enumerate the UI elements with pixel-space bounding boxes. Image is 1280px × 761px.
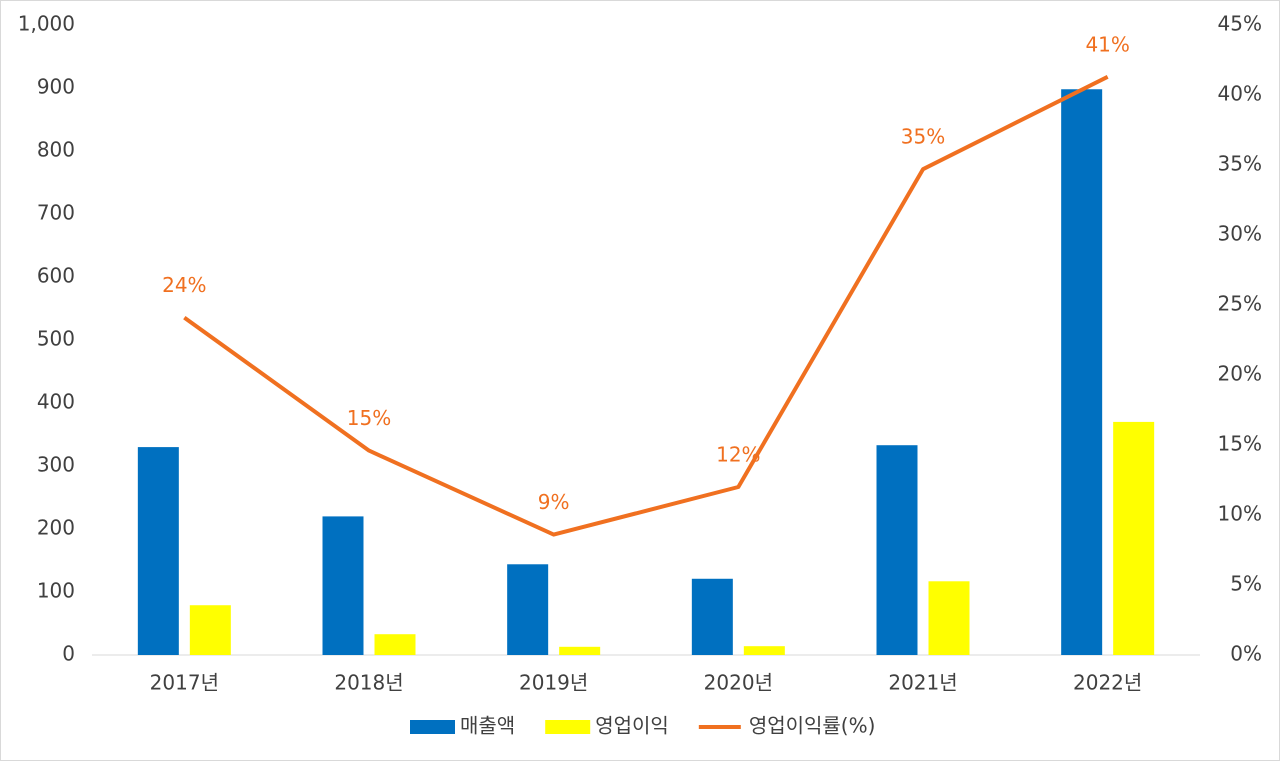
bar — [507, 564, 549, 655]
y-tick-label: 800 — [37, 138, 75, 162]
data-label: 35% — [901, 125, 945, 149]
y2-tick-label: 10% — [1218, 502, 1262, 526]
y-tick-label: 300 — [37, 453, 75, 477]
legend-swatch — [545, 720, 591, 734]
y-tick-label: 0 — [62, 642, 75, 666]
x-tick-label: 2021년 — [888, 671, 957, 695]
bar — [691, 578, 733, 655]
legend-label: 매출액 — [460, 714, 515, 738]
y2-tick-label: 45% — [1218, 12, 1262, 36]
x-tick-label: 2018년 — [334, 671, 403, 695]
bar — [374, 634, 416, 655]
bar — [1113, 421, 1155, 655]
y-tick-label: 400 — [37, 390, 75, 414]
x-tick-label: 2020년 — [704, 671, 773, 695]
bar — [876, 445, 918, 655]
y-tick-label: 1,000 — [18, 12, 75, 36]
data-label: 41% — [1085, 32, 1129, 56]
y2-tick-label: 25% — [1218, 292, 1262, 316]
bar — [189, 605, 231, 655]
y2-tick-label: 40% — [1218, 82, 1262, 106]
x-tick-label: 2019년 — [519, 671, 588, 695]
legend-label: 영업이익 — [595, 714, 669, 738]
x-tick-label: 2017년 — [150, 671, 219, 695]
data-label: 24% — [162, 273, 206, 297]
y2-tick-label: 5% — [1230, 572, 1262, 596]
y-tick-label: 600 — [37, 264, 75, 288]
y2-tick-label: 15% — [1218, 432, 1262, 456]
data-label: 9% — [538, 490, 570, 514]
y2-tick-label: 35% — [1218, 152, 1262, 176]
y2-tick-label: 30% — [1218, 222, 1262, 246]
y-tick-label: 500 — [37, 327, 75, 351]
data-label: 12% — [716, 443, 760, 467]
data-label: 15% — [347, 406, 391, 430]
x-tick-label: 2022년 — [1073, 671, 1142, 695]
y2-tick-label: 0% — [1230, 642, 1262, 666]
bar — [928, 581, 970, 655]
legend-swatch — [410, 720, 455, 734]
bar — [322, 516, 364, 655]
line-series — [183, 75, 1109, 537]
y-tick-label: 900 — [37, 75, 75, 99]
bar — [1061, 89, 1103, 655]
bar — [137, 447, 179, 655]
bar — [559, 646, 601, 655]
bar — [743, 646, 785, 655]
y2-tick-label: 20% — [1218, 362, 1262, 386]
y-tick-label: 100 — [37, 579, 75, 603]
legend-label: 영업이익률(%) — [749, 714, 876, 738]
y-tick-label: 700 — [37, 201, 75, 225]
y-tick-label: 200 — [37, 516, 75, 540]
